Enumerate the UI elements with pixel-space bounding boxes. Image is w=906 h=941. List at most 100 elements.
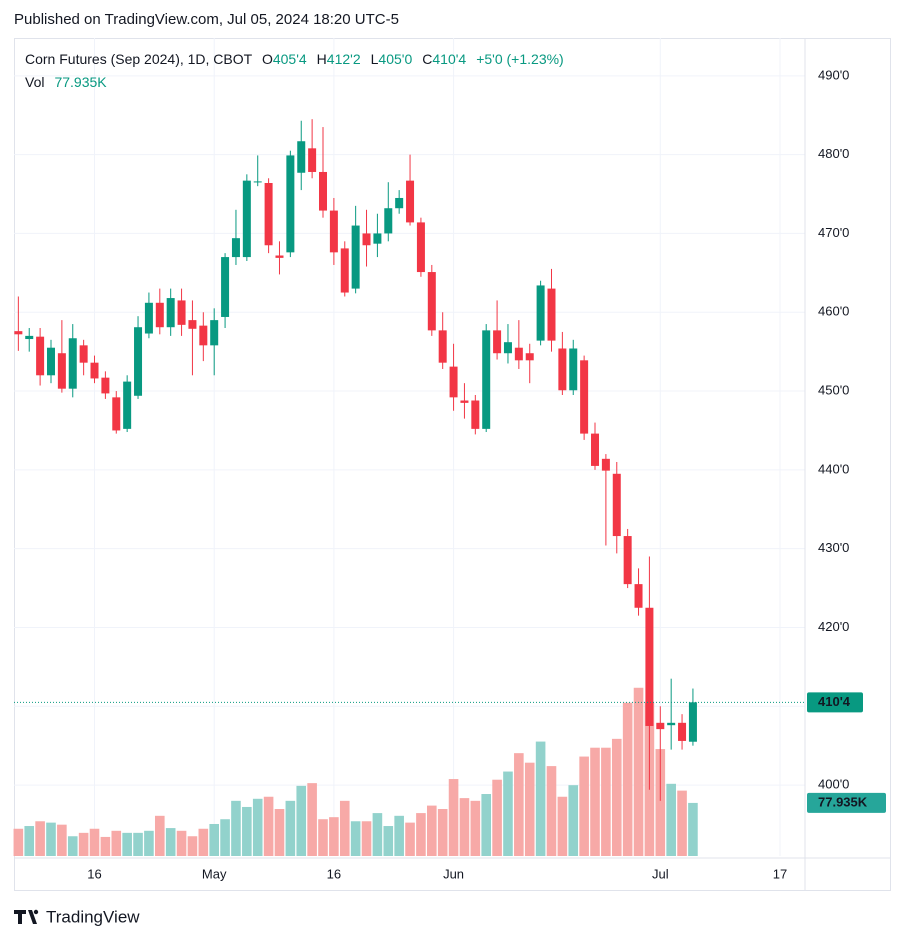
volume-bar [470, 800, 481, 856]
open-value: 405'4 [273, 51, 307, 67]
volume-bar [307, 783, 317, 856]
candle-body [177, 300, 186, 325]
last-price-label: 410'4 [818, 694, 851, 709]
volume-bar [318, 819, 328, 856]
candle-body [438, 330, 447, 363]
candle-body [308, 148, 317, 172]
candle-body [253, 181, 262, 183]
close-letter: C [422, 51, 432, 67]
candle-body [123, 381, 132, 429]
candle-body [286, 155, 295, 253]
candle-body [134, 327, 143, 396]
volume-bar [557, 796, 568, 856]
candle-body [340, 248, 349, 293]
candle-body [14, 331, 23, 335]
candle-body [112, 397, 121, 431]
candle-body [362, 233, 371, 246]
volume-bar [448, 779, 459, 856]
candle-body [601, 458, 610, 471]
candle-body [319, 171, 328, 211]
volume-bar [78, 832, 89, 856]
candle-body [493, 330, 502, 354]
candle-body [688, 702, 697, 742]
instrument-title: Corn Futures (Sep 2024), 1D, CBOT [25, 51, 253, 67]
candle-body [373, 233, 382, 244]
volume-bar [187, 836, 198, 856]
candle-body [536, 285, 545, 341]
volume-bar [492, 779, 502, 856]
volume-bar [503, 771, 513, 856]
volume-bar [361, 821, 372, 856]
y-tick-label: 470'0 [818, 225, 849, 240]
candle-body [569, 348, 578, 391]
volume-bar [514, 753, 524, 856]
volume-bar [263, 796, 274, 856]
volume-bar [655, 749, 666, 856]
high-value: 412'2 [327, 51, 361, 67]
candle-body [221, 257, 230, 317]
volume-bar [122, 832, 132, 856]
candle-body [623, 536, 632, 585]
candle-body [678, 722, 687, 741]
volume-bar [394, 815, 404, 856]
volume-bar [350, 821, 361, 856]
volume-bar [296, 785, 307, 856]
y-tick-label: 490'0 [818, 67, 849, 82]
volume-bar [688, 802, 698, 856]
y-tick-label: 480'0 [818, 146, 849, 161]
candle-body [264, 183, 273, 246]
volume-bar [176, 830, 187, 856]
candle-body [46, 347, 55, 376]
candle-body [242, 180, 251, 258]
candle-body [36, 336, 45, 376]
candle-body [199, 325, 208, 346]
volume-bar [198, 828, 209, 856]
candle-body [25, 335, 34, 340]
volume-bar [242, 806, 252, 856]
y-tick-label: 460'0 [818, 304, 849, 319]
candle-body [634, 584, 643, 608]
volume-bar [220, 819, 230, 856]
candle-body [144, 302, 153, 334]
candle-body [667, 722, 676, 726]
candle-body [68, 338, 77, 389]
volume-bar [57, 824, 67, 856]
x-tick-label: 17 [773, 866, 787, 881]
open-letter: O [262, 51, 273, 67]
volume-bar [677, 790, 687, 856]
candle-body [427, 272, 436, 331]
volume-bar [459, 798, 470, 856]
volume-bar [35, 821, 45, 856]
candle-body [90, 362, 99, 379]
candle-body [231, 238, 240, 258]
candle-body [591, 433, 600, 466]
volume-bar [524, 762, 535, 856]
candle-body [297, 141, 306, 173]
volume-bar [481, 794, 492, 856]
volume-bar [579, 756, 589, 856]
candle-body [460, 400, 469, 403]
candle-body [384, 208, 393, 234]
candle-body [329, 210, 338, 253]
volume-bar [24, 826, 35, 856]
y-tick-label: 400'0 [818, 777, 849, 792]
candle-body [416, 222, 425, 273]
volume-bar [601, 747, 611, 856]
volume-bar [405, 822, 415, 856]
volume-bar [611, 738, 622, 856]
volume-bar [252, 798, 263, 856]
close-value: 410'4 [432, 51, 466, 67]
volume-bar [274, 809, 285, 856]
low-value: 405'0 [378, 51, 412, 67]
volume-bar [133, 832, 143, 856]
volume-legend: Vol 77.935K [25, 74, 107, 90]
volume-bar [535, 741, 546, 856]
volume-bar [285, 800, 296, 856]
brand-logo: TradingView [14, 907, 140, 926]
volume-bar [633, 687, 644, 856]
candle-body [514, 347, 523, 361]
x-tick-label: Jun [443, 866, 464, 881]
y-tick-label: 430'0 [818, 540, 849, 555]
change-value: +5'0 (+1.23%) [476, 51, 564, 67]
